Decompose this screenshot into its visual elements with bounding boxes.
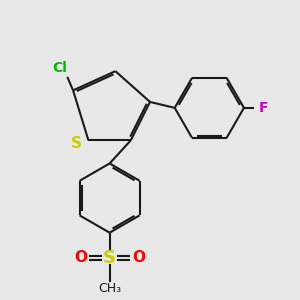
Text: O: O (132, 250, 145, 265)
Text: Cl: Cl (52, 61, 67, 76)
Text: F: F (259, 101, 269, 115)
Text: S: S (103, 249, 116, 267)
Text: CH₃: CH₃ (98, 282, 121, 295)
Text: S: S (71, 136, 82, 151)
Text: O: O (74, 250, 87, 265)
